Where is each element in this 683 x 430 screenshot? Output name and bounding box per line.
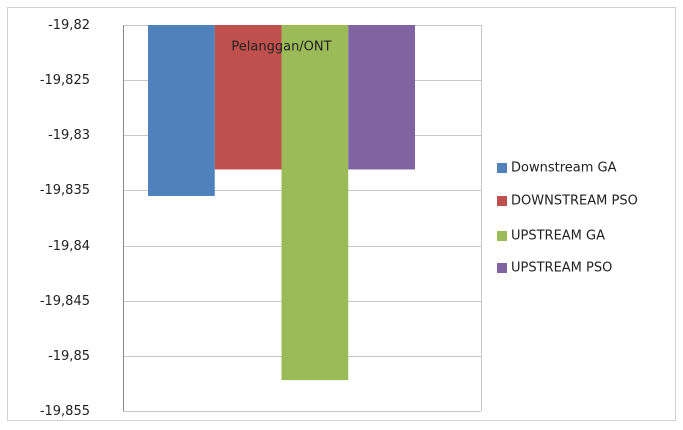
bar (281, 25, 349, 381)
legend-label: Downstream GA (511, 161, 617, 176)
legend-marker (497, 196, 507, 206)
legend-marker (497, 263, 507, 273)
legend-label: UPSTREAM GA (511, 229, 605, 244)
legend-label: DOWNSTREAM PSO (511, 194, 638, 209)
y-tick-label: -19,85 (48, 349, 90, 364)
y-tick-label: -19,83 (48, 128, 90, 143)
y-tick-label: -19,84 (48, 239, 90, 254)
bar (214, 25, 282, 170)
bar (148, 25, 215, 196)
bar (348, 25, 415, 170)
y-tick-label: -19,835 (40, 183, 90, 198)
y-tick-label: -19,82 (48, 18, 90, 33)
x-tick-label: Pelanggan/ONT (231, 40, 331, 55)
legend-label: UPSTREAM PSO (511, 261, 612, 276)
legend-marker (497, 231, 507, 241)
y-tick-label: -19,855 (40, 404, 90, 419)
y-tick-label: -19,825 (40, 73, 90, 88)
y-tick-label: -19,845 (40, 294, 90, 309)
legend-marker (497, 163, 507, 173)
